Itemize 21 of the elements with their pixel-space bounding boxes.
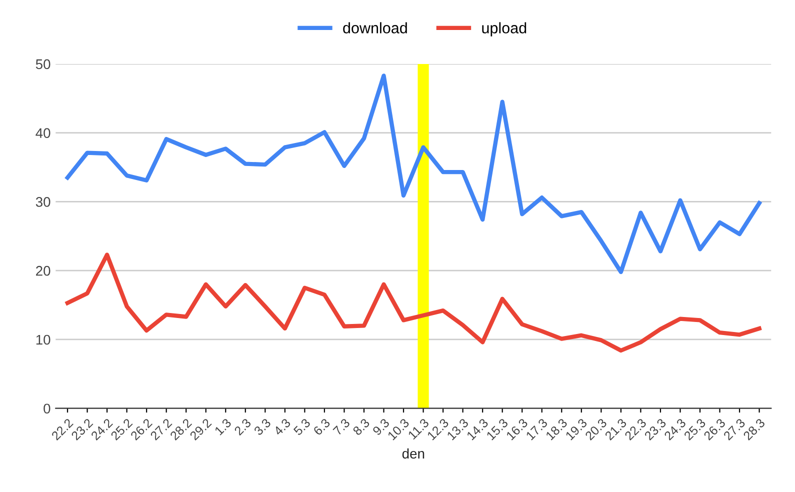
y-tick-label: 0 bbox=[44, 404, 50, 414]
line-series bbox=[65, 252, 762, 353]
x-tick-label: 9.3 bbox=[372, 418, 390, 436]
x-tick-label: 6.3 bbox=[312, 418, 331, 436]
y-tick-label: 50 bbox=[36, 59, 50, 70]
x-tick-label: 5.3 bbox=[292, 418, 311, 436]
x-tick-label: 4.3 bbox=[273, 418, 292, 436]
x-axis-title: den bbox=[402, 448, 424, 459]
x-tick-label: 8.3 bbox=[352, 418, 370, 436]
x-tick-label: 3.3 bbox=[253, 418, 272, 436]
y-tick-label: 40 bbox=[36, 128, 50, 138]
x-tick-label: 7.3 bbox=[332, 418, 350, 436]
x-tick-label: 1.3 bbox=[214, 418, 232, 436]
legend-label: upload bbox=[482, 22, 526, 36]
y-tick-label: 30 bbox=[36, 197, 50, 207]
x-tick-label: 11.3 bbox=[408, 418, 430, 440]
y-tick-label: 10 bbox=[36, 334, 50, 345]
x-tick-label: 2.3 bbox=[234, 418, 252, 436]
line-series bbox=[65, 74, 762, 274]
legend-label: download bbox=[343, 22, 407, 34]
y-tick-label: 20 bbox=[36, 266, 50, 276]
